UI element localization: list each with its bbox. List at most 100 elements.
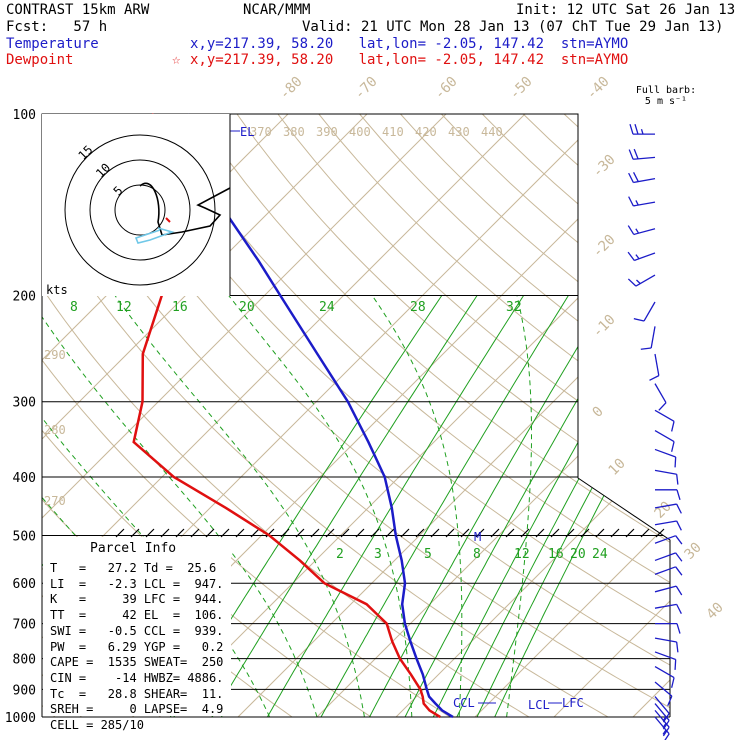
theta-label: 390 [316, 125, 338, 139]
mixing-ratio-label: 24 [319, 300, 335, 315]
wind-barb [654, 409, 675, 432]
isotherm-label: 0 [590, 404, 607, 421]
wind-barb [654, 535, 683, 545]
isotherm-label: -30 [590, 152, 619, 181]
moist-adiabat [506, 295, 532, 717]
wind-barb [654, 520, 682, 531]
mixing-ratio-label: 8 [473, 547, 481, 562]
parcel-info-row: CAPE = 1535 SWEAT= 250 [50, 655, 224, 670]
theta-label: 410 [382, 125, 404, 139]
wind-barb [654, 696, 670, 723]
parcel-info-title: Parcel Info [90, 541, 177, 556]
parcel-info-row: LI = -2.3 LCL = 947. [50, 576, 224, 591]
lcl-marker: LCL [528, 698, 550, 712]
isotherm-label: 10 [606, 456, 629, 479]
dry-adiabat [522, 114, 670, 717]
hodograph-cell-mark [165, 217, 171, 223]
wind-barb [655, 489, 681, 501]
isotherm-label: -20 [590, 232, 619, 261]
temperature-location: x,y=217.39, 58.20 lat,lon= -2.05, 147.42… [190, 36, 629, 52]
theta-side-label: 280 [44, 423, 66, 437]
isotherm-label: -80 [277, 74, 306, 103]
wind-barb [654, 651, 677, 670]
isotherm-label: -10 [590, 312, 619, 341]
mixing-ratio-label: 3 [374, 547, 382, 562]
dry-adiabat [154, 114, 670, 717]
parcel-info-row: TT = 42 EL = 106. [50, 608, 224, 623]
mixing-ratio-label: 16 [172, 300, 188, 315]
parcel-info-row: SREH = 0 LAPSE= 4.9 [50, 702, 224, 717]
theta-label: 420 [415, 125, 437, 139]
wind-barb [628, 171, 656, 184]
moist-adiabat [371, 295, 463, 717]
wind-barb [629, 123, 655, 135]
dry-adiabat [318, 114, 670, 717]
dry-adiabat [42, 114, 552, 717]
parcel-info-row: K = 39 LFC = 944. [50, 592, 224, 607]
wind-barb [654, 716, 670, 740]
isotherm-line [42, 114, 526, 717]
tropopause-hatch [115, 528, 665, 538]
wind-barb [655, 622, 681, 634]
isotherm-label: -60 [432, 74, 461, 103]
theta-label: 370 [250, 125, 272, 139]
mixing-ratio-label: 2 [336, 547, 344, 562]
forecast-hour: Fcst: 57 h [6, 19, 108, 35]
isotherm-line [42, 114, 368, 717]
dry-adiabat [113, 114, 670, 717]
init-time: Init: 12 UTC Sat 26 Jan 13 [516, 2, 736, 18]
wind-barb [654, 666, 675, 688]
isotherm-label: 30 [682, 540, 705, 563]
parcel-info-row: CIN = -14 HWBZ= 4886. [50, 670, 224, 685]
temperature-legend: Temperature [6, 36, 99, 52]
wind-barb [627, 251, 656, 262]
wind-barb [654, 448, 677, 468]
parcel-info-row: PW = 6.29 YGP = 0.2 [50, 639, 224, 654]
wind-barb [654, 566, 683, 576]
hodograph-ring-15 [64, 134, 216, 286]
ccl-marker: CCL [453, 696, 475, 710]
isotherm-label: -40 [584, 74, 613, 103]
wind-barb [654, 469, 679, 485]
hodograph-ring-10 [89, 159, 191, 261]
isotherm-line [553, 114, 670, 717]
mixing-ratio-line [398, 295, 639, 717]
pressure-label-300: 300 [13, 396, 36, 411]
isotherm-line [316, 114, 670, 717]
mixing-ratio-line [450, 295, 670, 717]
dewpoint-star-icon: ☆ [172, 52, 181, 68]
el-marker: EL [240, 125, 254, 139]
dry-adiabat [72, 114, 670, 717]
dewpoint-location: x,y=217.39, 58.20 lat,lon= -2.05, 147.42… [190, 52, 629, 68]
wind-barb [654, 383, 667, 411]
barb-legend-unit: 5 m s⁻¹ [645, 96, 687, 107]
isotherm-label: -70 [352, 74, 381, 103]
parcel-info-row: T = 27.2 Td = 25.6 [50, 561, 217, 575]
wind-barb [628, 148, 656, 160]
valid-time: Valid: 21 UTC Mon 28 Jan 13 (07 ChT Tue … [302, 19, 724, 35]
moist-adiabat [42, 295, 271, 717]
dry-adiabat [441, 114, 670, 717]
theta-label: 400 [349, 125, 371, 139]
mixing-ratio-label: 16 [548, 547, 564, 562]
hodograph-trace [139, 182, 231, 236]
wind-barb [654, 585, 683, 596]
parcel-info-row: CELL = 285/10 [50, 718, 144, 732]
hodograph-bg [42, 114, 230, 296]
barb-legend-title: Full barb: [636, 85, 696, 96]
parcel-info-box [43, 537, 231, 716]
mixing-ratio-label: 32 [506, 300, 522, 315]
dry-adiabat [42, 114, 670, 717]
lfc-marker: LFC [562, 696, 584, 710]
wind-barb [640, 326, 656, 350]
pressure-label-600: 600 [13, 577, 36, 592]
dewpoint-legend: Dewpoint [6, 52, 74, 68]
temperature-profile [186, 113, 454, 719]
mixing-ratio-line [259, 295, 525, 717]
wind-barb [654, 681, 673, 707]
moist-adiabat [228, 295, 413, 717]
mixing-ratio-label: 5 [424, 547, 432, 562]
wind-barb [627, 225, 656, 236]
dry-adiabat [400, 114, 670, 717]
mixing-ratio-label: 24 [592, 547, 608, 562]
